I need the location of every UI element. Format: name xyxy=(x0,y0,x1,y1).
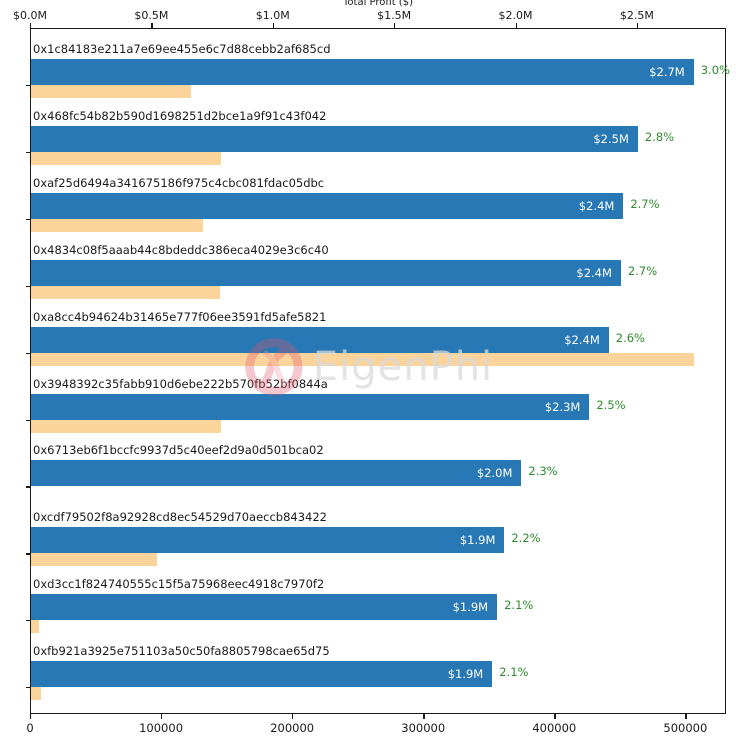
top-axis-tick-label: $1.5M xyxy=(377,9,412,22)
bottom-axis-tick-mark xyxy=(292,714,294,719)
address-label: 0xa8cc4b94624b31465e777f06ee3591fd5afe58… xyxy=(33,309,327,324)
address-label: 0xcdf79502f8a92928cd8ec54529d70aeccb8434… xyxy=(33,510,327,525)
bar-row: 0x1c84183e211a7e69ee455e6c7d88cebb2af685… xyxy=(26,29,730,98)
top-axis-tick-mark xyxy=(515,23,517,28)
bottom-axis-tick-label: 300000 xyxy=(401,721,446,735)
profit-bar: $2.7M xyxy=(31,59,694,85)
bottom-axis-tick-mark xyxy=(685,714,687,719)
top-axis-tick-label: $2.5M xyxy=(619,9,654,22)
percent-label: 2.1% xyxy=(504,598,534,613)
percent-label: 2.2% xyxy=(511,531,541,546)
top-axis-title: Total Profit ($) xyxy=(343,0,413,8)
percent-label: 2.3% xyxy=(528,464,558,479)
count-bar xyxy=(31,85,191,98)
percent-label: 2.5% xyxy=(596,397,626,412)
profit-value-label: $2.7M xyxy=(649,65,685,79)
top-axis-tick-mark xyxy=(394,23,396,28)
percent-label: 3.0% xyxy=(700,63,730,77)
y-axis-tick-mark xyxy=(26,151,31,154)
y-axis-tick-mark xyxy=(26,352,31,354)
count-bar xyxy=(31,419,222,433)
percent-label: 2.7% xyxy=(630,196,660,211)
bar-row: 0x4834c08f5aaab44c8bdeddc386eca4029e3c6c… xyxy=(26,230,725,299)
profit-bar: $2.3M xyxy=(31,393,590,420)
percent-label: 2.6% xyxy=(615,330,645,345)
percent-label: 2.8% xyxy=(644,129,675,144)
profit-value-label: $1.9M xyxy=(452,600,489,615)
bottom-axis-tick-label: 400000 xyxy=(532,721,577,735)
count-bar xyxy=(31,687,42,701)
top-axis-tick-label: $0.0M xyxy=(13,9,47,22)
profit-value-label: $2.4M xyxy=(564,332,600,347)
bottom-axis-tick-label: 500000 xyxy=(663,721,708,735)
profit-bar: $1.9M xyxy=(31,527,505,554)
profit-bar: $1.9M xyxy=(31,661,493,688)
profit-bar: $1.9M xyxy=(31,594,498,621)
y-axis-tick-mark xyxy=(26,486,31,488)
bar-row: 0xa8cc4b94624b31465e777f06ee3591fd5afe58… xyxy=(26,297,725,366)
address-label: 0x4834c08f5aaab44c8bdeddc386eca4029e3c6c… xyxy=(33,242,329,257)
profit-value-label: $2.0M xyxy=(476,466,513,481)
bar-row: 0xd3cc1f824740555c15f5a75968eec4918c7970… xyxy=(26,564,725,634)
bottom-axis-tick-label: 200000 xyxy=(270,721,315,735)
profit-value-label: $1.9M xyxy=(447,667,484,682)
address-label: 0x6713eb6f1bccfc9937d5c40eef2d9a0d501bca… xyxy=(33,443,324,458)
y-axis-tick-mark xyxy=(26,553,31,555)
y-axis-tick-mark xyxy=(26,218,31,221)
y-axis-tick-mark xyxy=(26,85,31,87)
bottom-axis-tick-label: 0 xyxy=(26,721,34,735)
top-axis-tick-label: $0.5M xyxy=(134,9,169,22)
bar-row: 0x3948392c35fabb910d6ebe222b570fb52bf084… xyxy=(26,364,725,433)
address-label: 0xd3cc1f824740555c15f5a75968eec4918c7970… xyxy=(33,577,325,592)
profit-value-label: $2.4M xyxy=(576,265,612,280)
bottom-axis-tick-mark xyxy=(161,714,163,719)
bar-row: 0x468fc54b82b590d1698251d2bce1a9f91c43f0… xyxy=(26,96,725,165)
top-axis-tick-label: $1.0M xyxy=(255,9,290,22)
count-bar xyxy=(31,620,39,634)
profit-value-label: $2.3M xyxy=(544,399,581,414)
profit-value-label: $1.9M xyxy=(459,533,496,548)
bar-row: 0xfb921a3925e751103a50c50fa8805798cae65d… xyxy=(26,631,725,701)
bar-row: 0x6713eb6f1bccfc9937d5c40eef2d9a0d501bca… xyxy=(26,430,725,497)
percent-label: 2.7% xyxy=(627,263,658,278)
bottom-axis-tick-mark xyxy=(423,714,425,719)
bottom-axis-tick-mark xyxy=(554,714,556,719)
bottom-axis-tick-label: 100000 xyxy=(139,721,184,735)
y-axis-tick-mark xyxy=(26,620,31,622)
y-axis-tick-mark xyxy=(26,285,31,287)
address-label: 0xaf25d6494a341675186f975c4cbc081fdac05d… xyxy=(33,175,325,190)
top-axis-tick-mark xyxy=(272,23,275,28)
count-bar xyxy=(31,285,220,299)
profit-value-label: $2.5M xyxy=(593,131,629,146)
bar-row: 0xaf25d6494a341675186f975c4cbc081fdac05d… xyxy=(26,163,725,232)
address-label: 0x1c84183e211a7e69ee455e6c7d88cebb2af685… xyxy=(33,42,331,56)
profit-bar: $2.4M xyxy=(31,326,609,353)
address-label: 0x468fc54b82b590d1698251d2bce1a9f91c43f0… xyxy=(33,108,327,123)
top-axis-tick-mark xyxy=(151,23,153,28)
top-axis-tick-label: $2.0M xyxy=(498,9,533,22)
count-bar xyxy=(31,553,157,567)
address-label: 0xfb921a3925e751103a50c50fa8805798cae65d… xyxy=(33,644,330,659)
profit-bar: $2.0M xyxy=(31,460,522,487)
count-bar xyxy=(31,218,203,232)
bottom-axis-tick-mark xyxy=(30,714,32,719)
bar-row: 0xcdf79502f8a92928cd8ec54529d70aeccb8434… xyxy=(26,497,725,567)
profit-bar: $2.5M xyxy=(31,125,638,152)
profit-bar: $2.4M xyxy=(31,192,624,219)
top-axis-tick-mark xyxy=(636,23,639,28)
profit-value-label: $2.4M xyxy=(578,198,615,213)
y-axis-tick-mark xyxy=(26,419,31,421)
y-axis-tick-mark xyxy=(26,687,31,689)
percent-label: 2.1% xyxy=(499,665,529,680)
address-label: 0x3948392c35fabb910d6ebe222b570fb52bf084… xyxy=(33,376,328,391)
count-bar xyxy=(31,151,222,165)
profit-bar: $2.4M xyxy=(31,259,621,286)
plot-area: 0x1c84183e211a7e69ee455e6c7d88cebb2af685… xyxy=(26,28,730,714)
top-axis-tick-mark xyxy=(30,23,32,28)
count-bar xyxy=(31,352,695,366)
